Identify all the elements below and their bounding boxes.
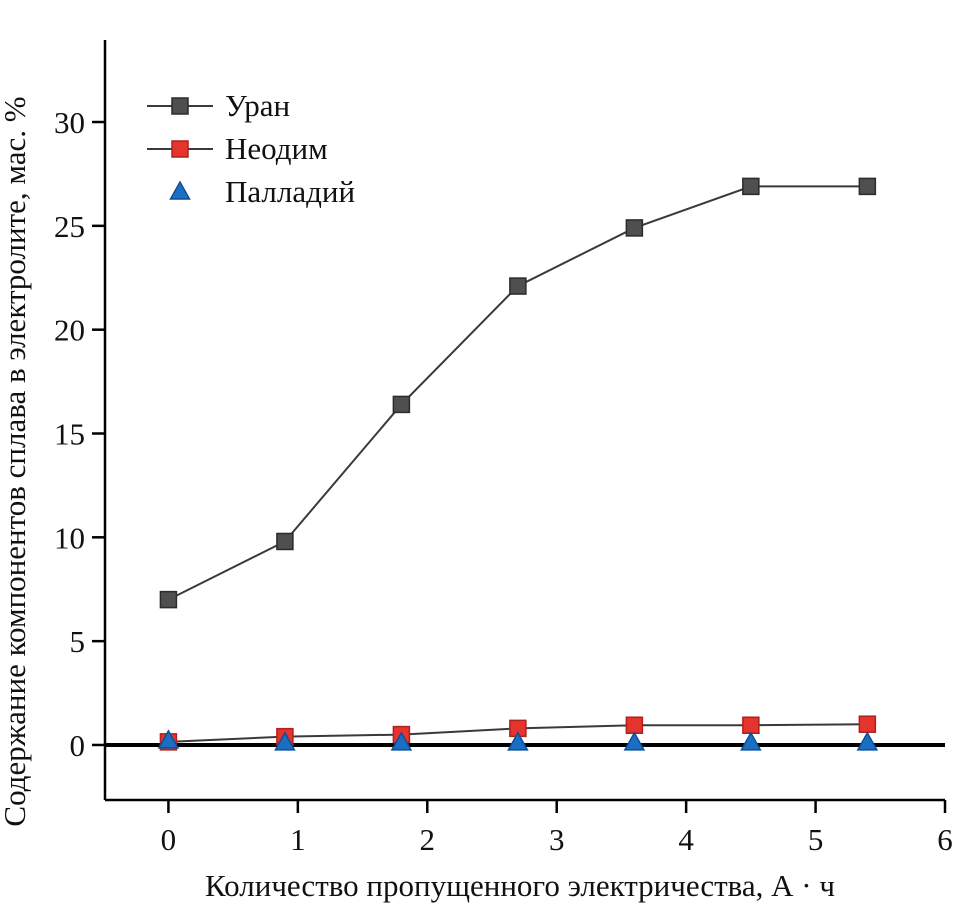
- triangle-marker-icon: [274, 731, 296, 751]
- line-square-marker-icon: [145, 93, 215, 119]
- y-tick-label: 20: [54, 313, 85, 348]
- legend-marker-glyph: [147, 96, 213, 115]
- y-tick-label: 15: [54, 416, 85, 451]
- y-tick-label: 30: [54, 105, 85, 140]
- square-marker-icon: [742, 177, 760, 196]
- square-marker-icon: [392, 395, 411, 414]
- y-axis-title: Содержание компонентов сплава в электрол…: [0, 96, 32, 827]
- x-tick-label: 2: [420, 822, 436, 857]
- legend-label-neodymium: Неодим: [225, 130, 328, 166]
- legend: Уран Неодим Палладий: [145, 84, 355, 213]
- square-marker-icon: [509, 277, 527, 295]
- y-tick-label: 10: [54, 520, 85, 555]
- square-marker-icon: [625, 716, 644, 734]
- x-tick-label: 1: [290, 822, 306, 857]
- x-tick-label: 6: [937, 822, 953, 857]
- x-axis-title: Количество пропущенного электричества, А…: [205, 868, 835, 903]
- triangle-marker-icon: [507, 731, 529, 751]
- triangle-marker-icon: [390, 731, 413, 751]
- x-tick-label: 3: [549, 822, 565, 857]
- square-marker-icon: [742, 716, 760, 734]
- y-tick-label: 0: [70, 728, 86, 763]
- legend-triangle-icon: [169, 179, 191, 200]
- y-tick-label: 5: [70, 624, 86, 659]
- legend-marker-glyph: [147, 139, 213, 158]
- line-square-marker-icon: [145, 136, 215, 162]
- square-marker-icon: [858, 715, 877, 733]
- x-tick-label: 4: [678, 822, 694, 857]
- square-marker-icon: [276, 532, 294, 551]
- square-marker-icon: [625, 219, 644, 237]
- legend-label-uranium: Уран: [225, 87, 291, 123]
- legend-square-icon: [171, 96, 189, 115]
- legend-square-icon: [171, 139, 189, 158]
- x-tick-label: 0: [161, 822, 177, 857]
- legend-marker-glyph: [169, 179, 191, 200]
- triangle-marker-icon: [623, 731, 646, 751]
- series-line: [167, 185, 868, 601]
- legend-item-palladium: Палладий: [145, 170, 355, 213]
- square-marker-icon: [159, 590, 178, 609]
- x-tick-label: 5: [808, 822, 824, 857]
- triangle-marker-icon: [157, 729, 180, 749]
- triangle-marker-icon: [145, 179, 215, 205]
- legend-item-uranium: Уран: [145, 84, 355, 127]
- square-marker-icon: [858, 177, 877, 196]
- triangle-marker-icon: [856, 731, 879, 751]
- y-tick-label: 25: [54, 209, 85, 244]
- legend-item-neodymium: Неодим: [145, 127, 355, 170]
- legend-label-palladium: Палладий: [225, 173, 356, 209]
- triangle-marker-icon: [740, 731, 762, 751]
